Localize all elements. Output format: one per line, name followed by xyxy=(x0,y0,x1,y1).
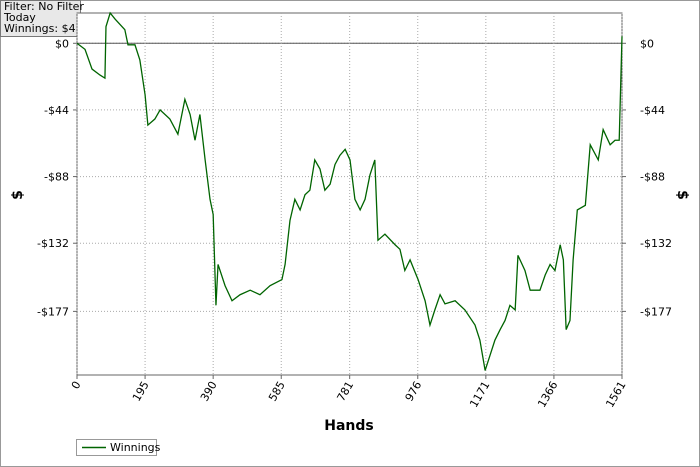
y2-axis-label: $ xyxy=(674,190,690,200)
y-tick-label: -$132 xyxy=(37,237,69,250)
info-filter: Filter: No Filter xyxy=(4,0,84,13)
info-winnings: Winnings: $4.65 xyxy=(4,22,93,35)
info-box xyxy=(0,0,81,37)
y2-tick-label: -$132 xyxy=(640,237,672,250)
y2-tick-label: -$44 xyxy=(640,104,665,117)
y-axis-label: $ xyxy=(10,190,26,200)
legend xyxy=(76,439,157,456)
x-axis-label: Hands xyxy=(324,418,374,434)
y2-tick-label: -$88 xyxy=(640,171,665,184)
info-period: Today xyxy=(3,11,36,24)
y-tick-label: $0 xyxy=(55,37,69,50)
y-tick-label: -$177 xyxy=(37,305,69,318)
y2-tick-label: -$177 xyxy=(640,305,672,318)
series-line xyxy=(76,11,623,371)
legend-label: Winnings xyxy=(110,441,161,454)
y-tick-label: -$88 xyxy=(44,171,69,184)
y-tick-label: -$44 xyxy=(44,104,69,117)
y2-tick-label: $0 xyxy=(640,37,654,50)
